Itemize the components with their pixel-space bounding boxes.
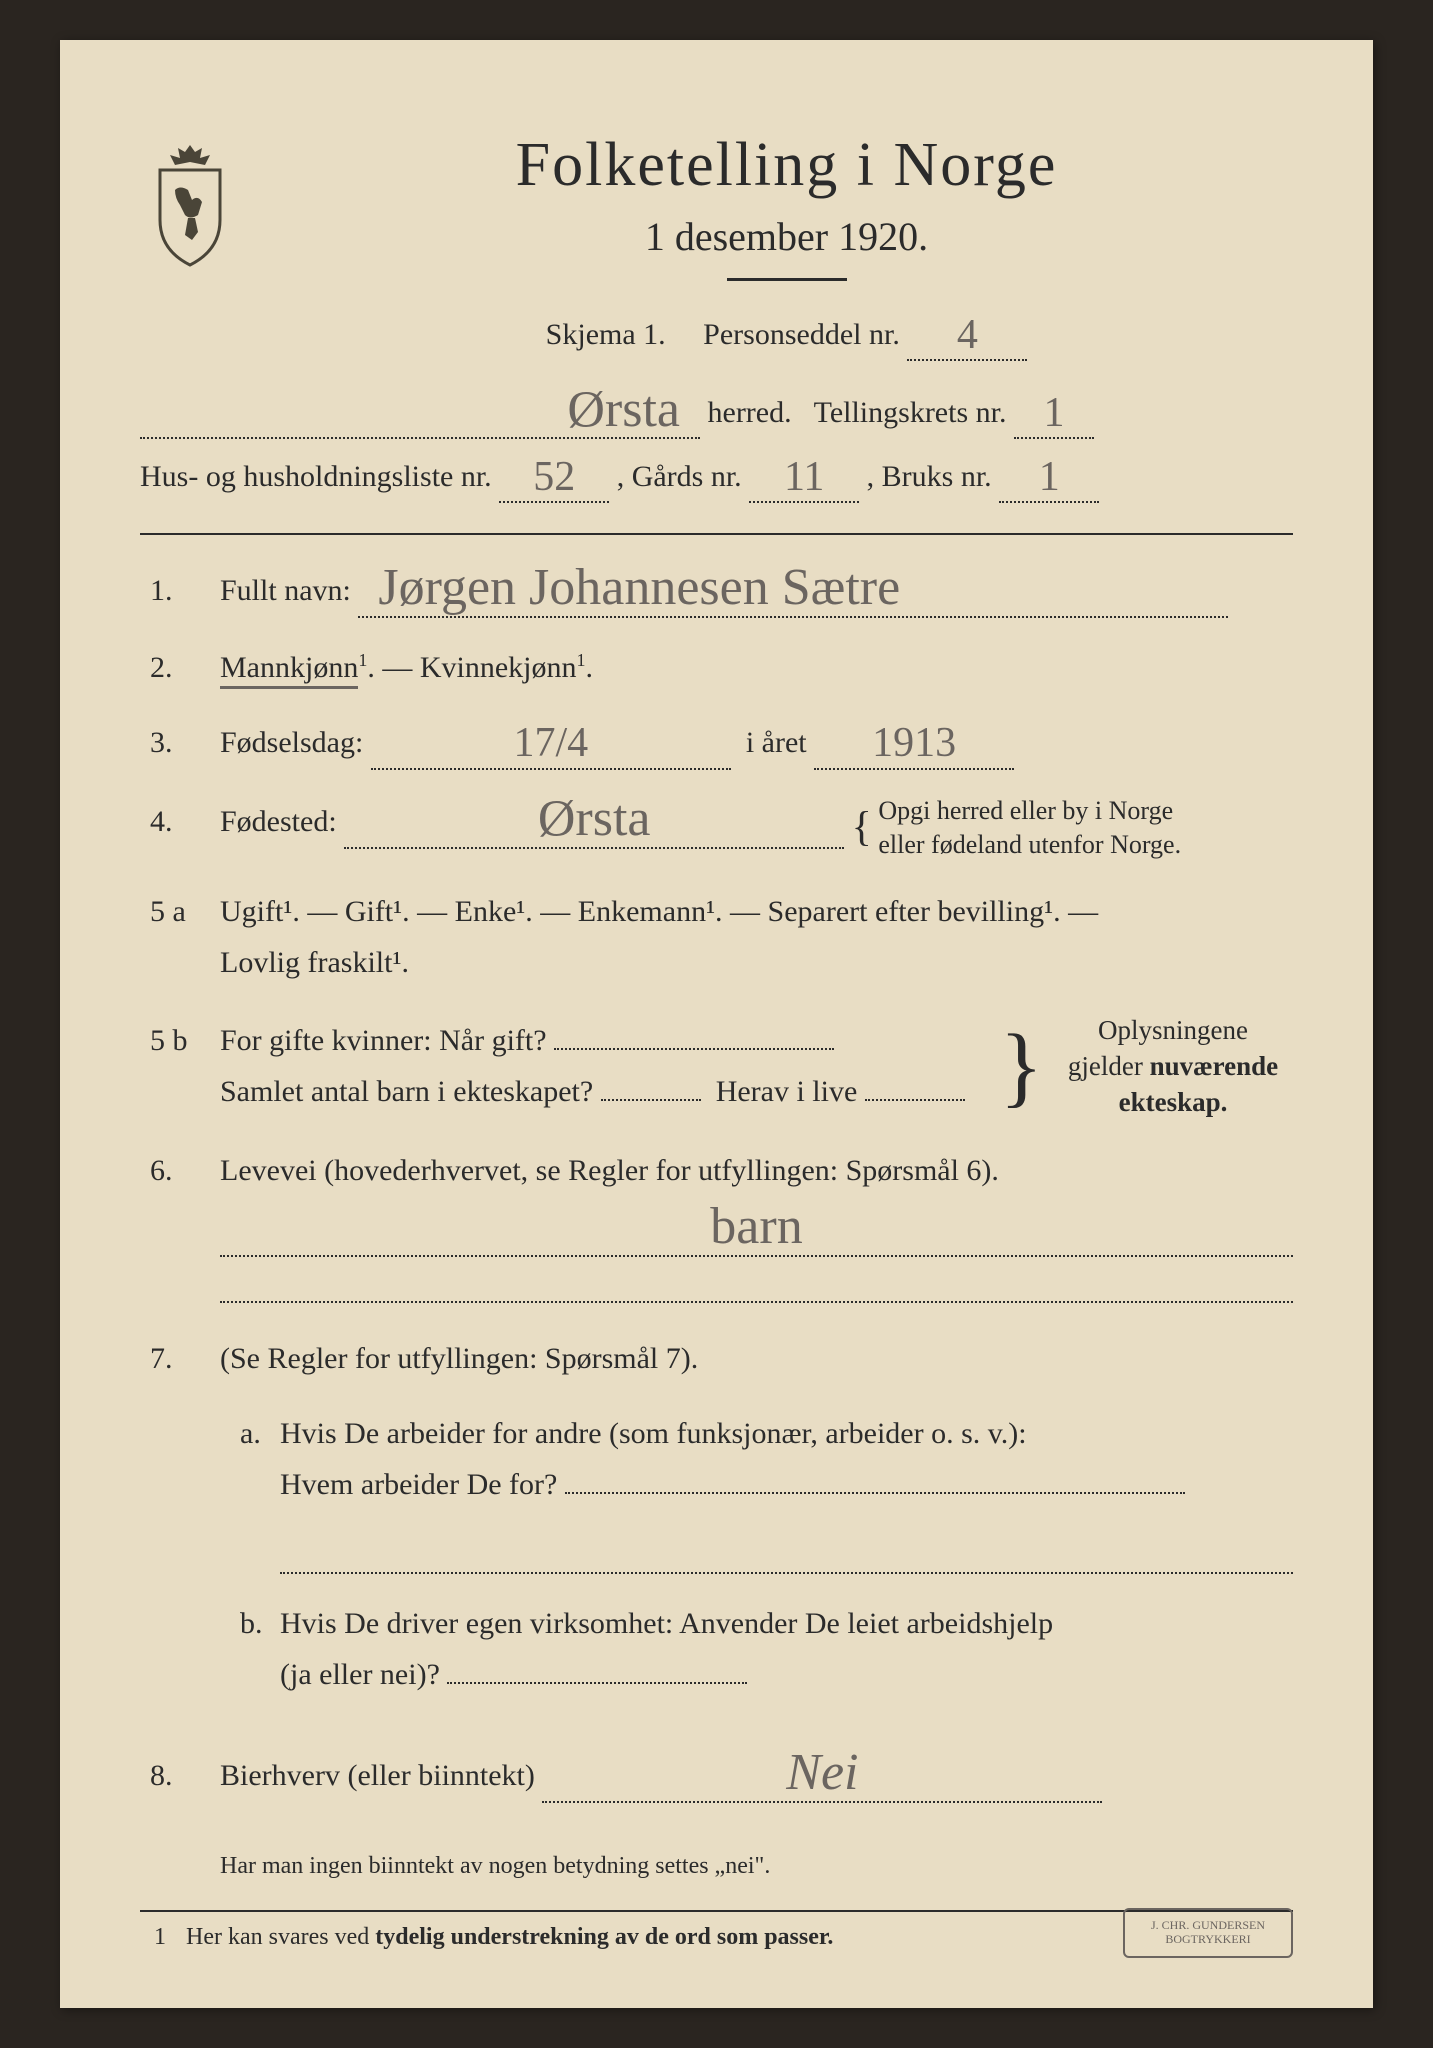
subtitle-date: 1 desember 1920. <box>280 213 1293 260</box>
q4-note1: Opgi herred eller by i Norge <box>878 796 1173 825</box>
q5b-barn-value <box>601 1099 701 1101</box>
q5b-note1: Oplysningene <box>1098 1015 1248 1045</box>
q8-num: 8. <box>140 1750 220 1801</box>
q5b-note3: ekteskap. <box>1119 1087 1228 1117</box>
q5b-note2: gjelder nuværende <box>1068 1051 1278 1081</box>
herred-value: Ørsta <box>140 385 700 439</box>
q5b-line2a: Samlet antal barn i ekteskapet? <box>220 1075 593 1108</box>
q3-year-value: 1913 <box>814 717 1014 770</box>
q2-sep: — <box>382 651 420 684</box>
q5b-line2b: Herav i live <box>716 1075 858 1108</box>
question-2: 2. Mannkjønn1. — Kvinnekjønn1. <box>140 642 1293 693</box>
title-rule <box>727 278 847 281</box>
q7b-line2: (ja eller nei)? <box>280 1658 440 1691</box>
q3-year-label: i året <box>746 726 807 759</box>
q5a-opts2: Lovlig fraskilt¹. <box>220 946 409 979</box>
main-title: Folketelling i Norge <box>280 130 1293 201</box>
q5b-num: 5 b <box>140 1015 220 1066</box>
fn-text: Her kan svares ved tydelig understreknin… <box>186 1924 833 1950</box>
coat-of-arms-icon <box>140 140 240 270</box>
q1-value: Jørgen Johannesen Sætre <box>358 563 1228 618</box>
husliste-label: Hus- og husholdningsliste nr. <box>140 460 492 493</box>
q4-value: Ørsta <box>344 794 844 849</box>
footer-note: Har man ingen biinntekt av nogen betydni… <box>140 1853 1293 1880</box>
bruks-value: 1 <box>999 453 1099 503</box>
herred-label: herred. <box>708 396 792 429</box>
q7b-line1: Hvis De driver egen virksomhet: Anvender… <box>280 1607 1053 1640</box>
q2-num: 2. <box>140 642 220 693</box>
question-8: 8. Bierhverv (eller biinntekt) Nei <box>140 1748 1293 1803</box>
q2-opt1: Mannkjønn <box>220 651 358 689</box>
q7a-value-line2 <box>280 1534 1293 1574</box>
herred-line: Ørsta herred. Tellingskrets nr. 1 <box>140 385 1293 439</box>
husliste-line: Hus- og husholdningsliste nr. 52 , Gårds… <box>140 453 1293 503</box>
question-7: 7. (Se Regler for utfyllingen: Spørsmål … <box>140 1333 1293 1724</box>
q1-label: Fullt navn: <box>220 574 351 607</box>
q6-label: Levevei (hovederhvervet, se Regler for u… <box>220 1154 999 1187</box>
document-paper: Folketelling i Norge 1 desember 1920. Sk… <box>60 40 1373 2008</box>
q5b-gift-value <box>554 1048 834 1050</box>
question-4: 4. Fødested: Ørsta { Opgi herred eller b… <box>140 794 1293 862</box>
q2-opt2: Kvinnekjønn <box>420 651 577 684</box>
q6-num: 6. <box>140 1145 220 1196</box>
q3-day-value: 17/4 <box>371 717 731 770</box>
q8-value: Nei <box>542 1748 1102 1803</box>
fn-num: 1 <box>140 1924 180 1951</box>
q7a-letter: a. <box>220 1408 280 1574</box>
question-5b: 5 b For gifte kvinner: Når gift? Samlet … <box>140 1012 1293 1121</box>
husliste-value: 52 <box>499 453 609 503</box>
question-3: 3. Fødselsdag: 17/4 i året 1913 <box>140 717 1293 770</box>
title-block: Folketelling i Norge 1 desember 1920. Sk… <box>280 130 1293 375</box>
gards-label: , Gårds nr. <box>617 460 742 493</box>
q7b-letter: b. <box>220 1598 280 1700</box>
q3-label: Fødselsdag: <box>220 726 363 759</box>
personseddel-label: Personseddel nr. <box>703 318 900 351</box>
brace-icon: } <box>1000 1044 1043 1089</box>
q7a-line1: Hvis De arbeider for andre (som funksjon… <box>280 1417 1027 1450</box>
q7b-value <box>447 1682 747 1684</box>
q5b-line1: For gifte kvinner: Når gift? <box>220 1024 547 1057</box>
footnote-divider <box>140 1910 1293 1912</box>
q7a-line2: Hvem arbeider De for? <box>280 1468 557 1501</box>
q3-num: 3. <box>140 717 220 768</box>
skjema-line: Skjema 1. Personseddel nr. 4 <box>280 311 1293 361</box>
bruks-label: , Bruks nr. <box>867 460 992 493</box>
q5a-opts: Ugift¹. — Gift¹. — Enke¹. — Enkemann¹. —… <box>220 895 1098 928</box>
q6-value-line: barn <box>220 1202 1293 1257</box>
q6-value-line2 <box>220 1263 1293 1303</box>
personseddel-value: 4 <box>907 311 1027 361</box>
gards-value: 11 <box>749 453 859 503</box>
q1-num: 1. <box>140 565 220 616</box>
q7-label: (Se Regler for utfyllingen: Spørsmål 7). <box>220 1342 698 1375</box>
q4-label: Fødested: <box>220 805 337 838</box>
footnote-1: 1 Her kan svares ved tydelig understrekn… <box>140 1924 1293 1951</box>
question-6: 6. Levevei (hovederhvervet, se Regler fo… <box>140 1145 1293 1303</box>
q8-label: Bierhverv (eller biinntekt) <box>220 1759 535 1792</box>
q5a-num: 5 a <box>140 886 220 937</box>
q7a-value <box>565 1492 1185 1494</box>
q5b-live-value <box>865 1099 965 1101</box>
skjema-label: Skjema 1. <box>546 318 666 351</box>
q4-note2: eller fødeland utenfor Norge. <box>878 830 1181 859</box>
divider <box>140 533 1293 535</box>
question-1: 1. Fullt navn: Jørgen Johannesen Sætre <box>140 563 1293 618</box>
tellingskrets-value: 1 <box>1014 389 1094 439</box>
header: Folketelling i Norge 1 desember 1920. Sk… <box>140 130 1293 375</box>
question-5a: 5 a Ugift¹. — Gift¹. — Enke¹. — Enkemann… <box>140 886 1293 988</box>
tellingskrets-label: Tellingskrets nr. <box>814 396 1007 429</box>
q4-num: 4. <box>140 796 220 847</box>
printer-stamp: J. CHR. GUNDERSEN BOGTRYKKERI <box>1123 1908 1293 1958</box>
q7-num: 7. <box>140 1333 220 1384</box>
